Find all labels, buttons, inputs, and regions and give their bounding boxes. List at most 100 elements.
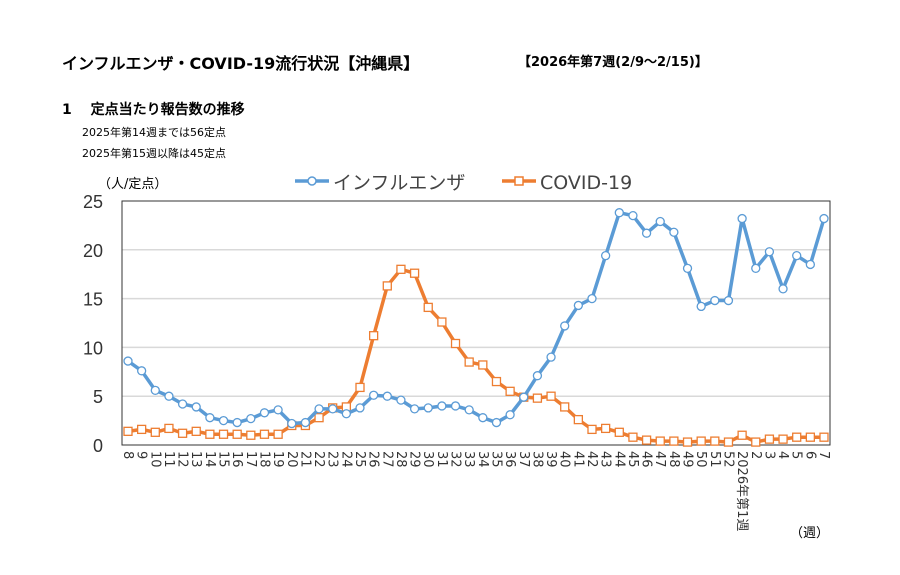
data-point <box>546 352 556 362</box>
data-point <box>723 295 734 306</box>
data-point <box>218 415 229 426</box>
data-point <box>737 430 747 440</box>
data-point <box>300 417 311 428</box>
x-tick-label: 13 <box>188 451 203 468</box>
data-point <box>805 259 816 270</box>
data-point <box>710 436 720 446</box>
data-point <box>123 356 133 366</box>
x-tick-label: 26 <box>366 451 381 468</box>
data-point <box>587 424 597 435</box>
data-point <box>696 436 706 446</box>
data-point <box>341 409 352 419</box>
data-point <box>368 331 379 341</box>
note-2: 2025年第15週以降は45定点 <box>82 147 226 160</box>
report-period: 【2026年第7週(2/9～2/15)】 <box>518 55 708 70</box>
section-heading: 1 定点当たり報告数の推移 <box>62 102 245 118</box>
data-point <box>191 426 201 436</box>
data-point <box>246 430 256 440</box>
x-tick-label: 39 <box>543 451 558 468</box>
data-point <box>478 360 488 370</box>
data-point <box>423 403 433 413</box>
data-point <box>232 417 242 428</box>
data-point <box>396 264 406 274</box>
data-point <box>273 429 283 439</box>
y-tick-label: 5 <box>93 387 103 407</box>
data-point <box>819 432 829 442</box>
data-point <box>614 208 624 218</box>
x-tick-label: 42 <box>584 451 599 468</box>
data-point <box>164 391 174 401</box>
x-tick-label: 4 <box>775 451 790 459</box>
data-point <box>641 228 652 238</box>
y-tick-label: 0 <box>93 436 103 456</box>
x-tick-label: 16 <box>229 451 244 468</box>
x-tick-label: 43 <box>598 451 613 468</box>
data-point <box>587 293 597 304</box>
data-point <box>218 429 229 439</box>
data-point <box>177 399 188 409</box>
data-point <box>628 432 638 442</box>
y-tick-label: 20 <box>83 241 103 261</box>
x-tick-label: 24 <box>338 451 353 468</box>
data-point <box>273 405 283 415</box>
x-tick-label: 14 <box>202 451 217 468</box>
x-tick-label: 9 <box>134 451 149 459</box>
x-tick-label: 17 <box>243 451 258 468</box>
legend-label: インフルエンザ <box>333 172 465 194</box>
data-point <box>778 434 788 444</box>
x-tick-label: 44 <box>611 451 626 468</box>
data-point <box>368 390 379 400</box>
data-point <box>191 402 201 412</box>
data-point <box>737 213 747 224</box>
data-point <box>328 404 338 414</box>
data-point <box>655 216 665 227</box>
data-point <box>491 417 502 428</box>
x-tick-label: 18 <box>256 451 271 468</box>
data-point <box>478 413 488 423</box>
data-point <box>177 428 188 438</box>
x-tick-label: 47 <box>652 451 667 468</box>
data-point <box>205 429 215 439</box>
x-tick-label: 21 <box>297 451 312 468</box>
y-tick-label: 25 <box>83 192 103 212</box>
data-point <box>628 210 638 221</box>
x-tick-label: 19 <box>270 451 285 468</box>
data-point <box>314 413 324 423</box>
x-tick-label: 32 <box>448 451 463 468</box>
data-point <box>150 385 160 395</box>
x-tick-label: 20 <box>284 451 299 468</box>
x-tick-label: 2 <box>748 451 763 459</box>
x-tick-label: 29 <box>407 451 422 468</box>
x-tick-label: 12 <box>175 451 190 468</box>
data-point <box>232 429 242 439</box>
data-point <box>778 284 788 294</box>
x-tick-label: 34 <box>475 451 490 468</box>
data-point <box>682 263 693 273</box>
data-point <box>505 410 515 420</box>
x-tick-label: 33 <box>461 451 476 468</box>
data-point <box>205 413 215 423</box>
x-tick-label: 23 <box>325 451 340 468</box>
data-point <box>723 437 734 447</box>
data-point <box>669 227 679 237</box>
x-axis-label: （週） <box>790 526 829 541</box>
data-point <box>437 317 447 327</box>
legend-marker <box>307 176 317 186</box>
x-tick-label: 25 <box>352 451 367 468</box>
x-tick-label: 22 <box>311 451 326 468</box>
data-point <box>314 404 324 414</box>
data-point <box>382 391 392 401</box>
data-point <box>409 404 420 414</box>
x-tick-label: 8 <box>120 451 135 459</box>
y-axis-label: （人/定点） <box>98 177 167 192</box>
data-point <box>505 386 515 396</box>
data-point <box>437 401 447 411</box>
data-point <box>560 321 570 331</box>
x-tick-label: 2026年第1週 <box>734 451 749 531</box>
x-tick-label: 37 <box>516 451 531 468</box>
legend-marker <box>514 176 524 186</box>
data-point <box>573 414 584 425</box>
data-point <box>519 392 529 402</box>
